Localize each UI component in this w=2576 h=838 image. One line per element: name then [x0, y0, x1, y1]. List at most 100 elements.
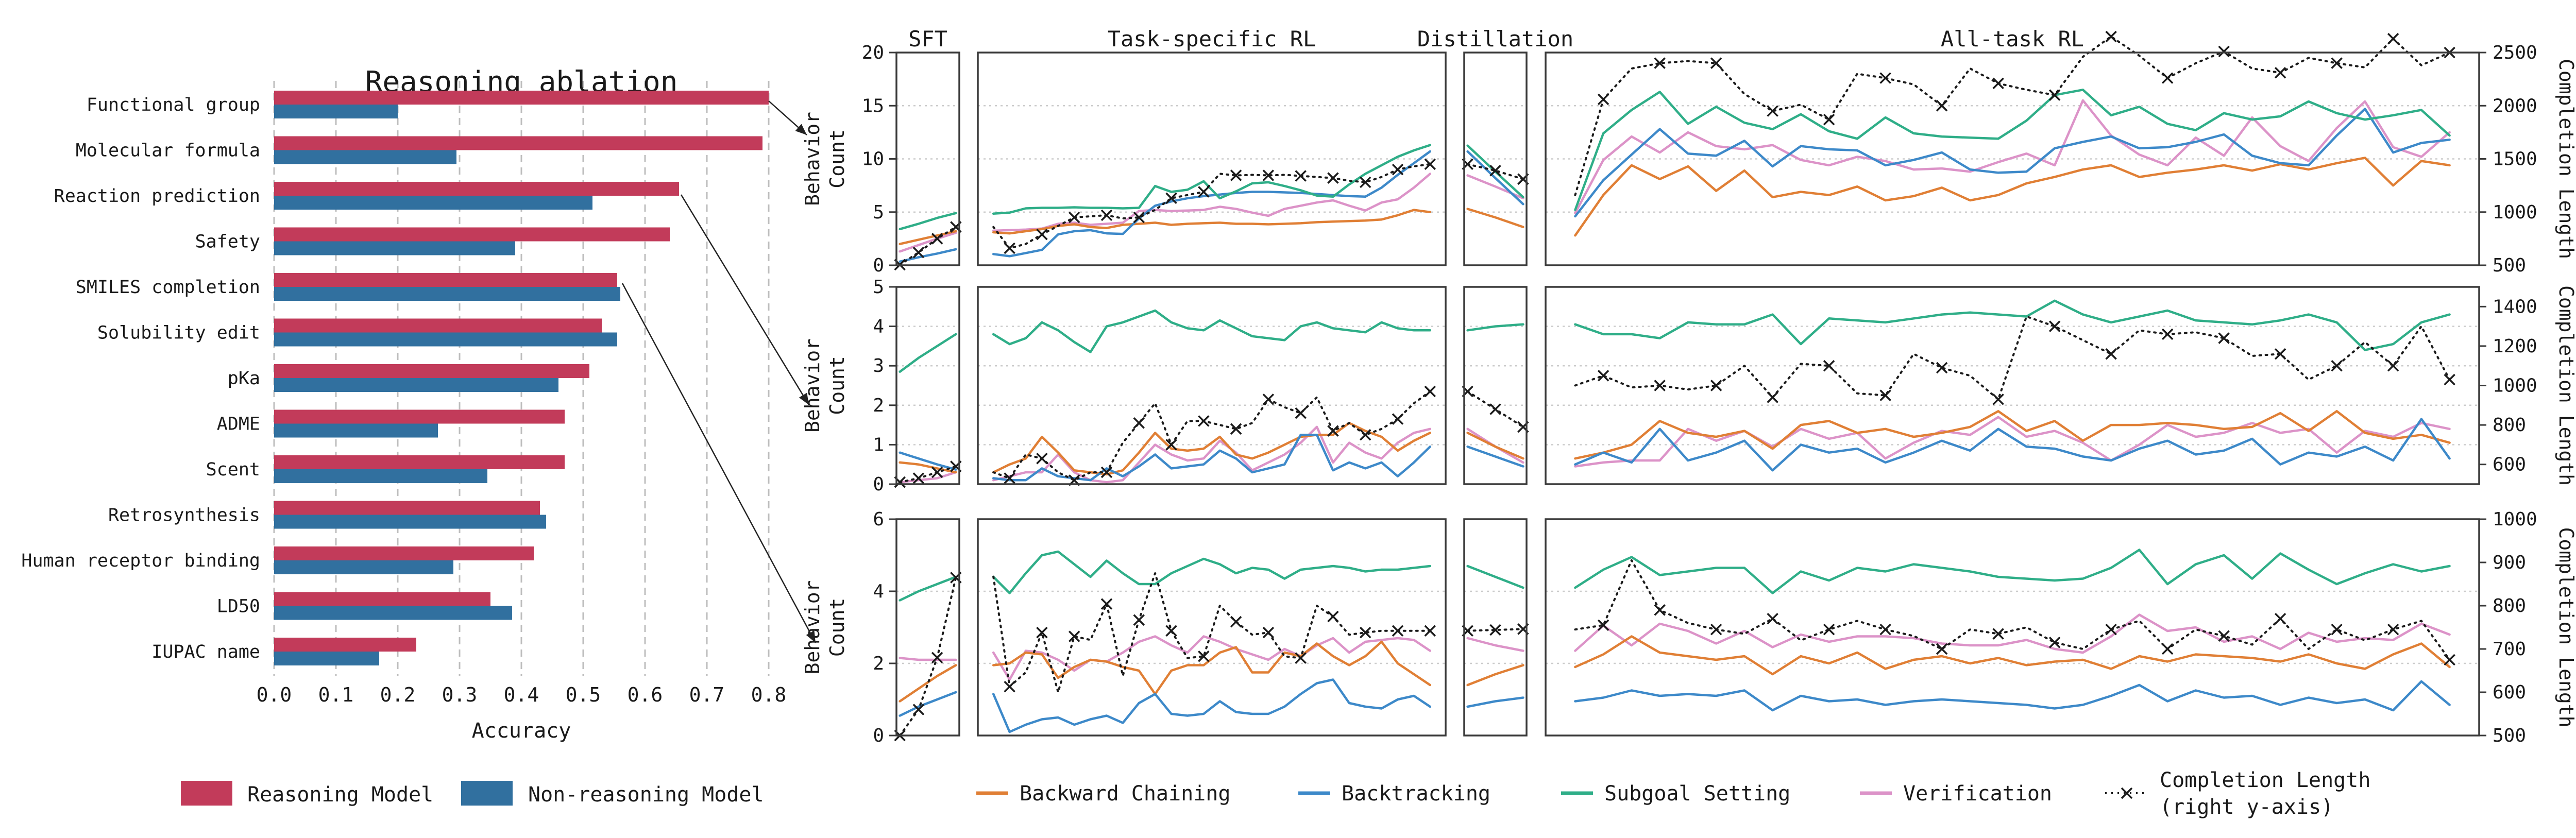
- left-axis-label: Behavior Count: [801, 112, 849, 206]
- completion-length-x-marker: [1936, 100, 1948, 112]
- completion-length-x-marker: [1424, 385, 1436, 398]
- bar-category-label: Scent: [206, 459, 260, 480]
- completion-length-x-marker: [1823, 360, 1835, 372]
- bar-nonreasoning: [274, 469, 487, 483]
- completion-length-x-marker: [2331, 623, 2343, 636]
- completion-length-x-marker: [2161, 643, 2174, 655]
- panel-border: [1545, 52, 2480, 266]
- bar-xtick-label: 0.6: [628, 683, 663, 706]
- panel-border: [1463, 518, 1528, 737]
- right-axis-label: Completion Length: [2555, 59, 2576, 259]
- right-tick-label: 1000: [2493, 202, 2537, 223]
- bar-nonreasoning: [274, 241, 515, 255]
- completion-length-x-marker: [1100, 209, 1113, 221]
- series-verification: [992, 425, 1432, 484]
- panel-title: Distillation: [1417, 26, 1573, 52]
- left-tick-label: 5: [873, 202, 884, 223]
- series-backtracking: [1466, 150, 1524, 206]
- bar-nonreasoning: [274, 105, 398, 118]
- completion-length-x-marker: [1165, 439, 1177, 451]
- completion-length-x-marker: [1230, 423, 1242, 435]
- series-subgoal-setting: [899, 212, 957, 231]
- legend-label: Subgoal Setting: [1604, 782, 1790, 806]
- completion-length-x-marker: [1654, 604, 1666, 616]
- completion-length-x-marker: [931, 466, 943, 478]
- series-backward-chaining: [1466, 664, 1524, 687]
- right-tick-label: 800: [2493, 415, 2526, 436]
- completion-length-x-marker: [1936, 643, 1948, 655]
- bar-xtick-label: 0.7: [689, 683, 725, 706]
- left-axis-label-line1: Behavior: [801, 112, 824, 206]
- series-subgoal-setting: [899, 333, 957, 373]
- bar-reasoning: [274, 318, 602, 333]
- bar-reasoning: [274, 501, 540, 515]
- panel-border: [895, 52, 960, 266]
- completion-length-x-marker: [1165, 192, 1177, 204]
- panel-border: [1545, 518, 2480, 737]
- completion-length-x-marker: [1359, 176, 1371, 189]
- bar-category-label: Solubility edit: [97, 323, 260, 344]
- completion-length-x-marker: [2444, 654, 2455, 666]
- bar-xtick-label: 0.1: [318, 683, 354, 706]
- legend-label: Verification: [1903, 782, 2052, 806]
- panel-border: [1545, 286, 2480, 485]
- annotation-arrow: [680, 194, 810, 405]
- completion-length-x-marker: [1654, 380, 1666, 391]
- completion-length-x-marker: [1165, 625, 1177, 637]
- bar-nonreasoning: [274, 378, 558, 392]
- completion-length-x-marker: [1004, 680, 1015, 693]
- completion-length-x-marker: [1424, 625, 1436, 637]
- completion-length-x-marker: [1879, 72, 1891, 84]
- completion-length-x-marker: [1198, 415, 1210, 427]
- bar-category-label: Human receptor binding: [21, 551, 260, 571]
- series-verification: [899, 657, 957, 661]
- annotation-arrows: [621, 100, 817, 643]
- panel-border: [895, 518, 960, 737]
- completion-length-x-marker: [1597, 619, 1609, 631]
- completion-length-x-marker: [1767, 612, 1778, 625]
- completion-length-x-marker: [2387, 32, 2399, 45]
- series-subgoal-setting: [992, 309, 1432, 353]
- annotation-arrow: [621, 283, 817, 643]
- completion-length-x-marker: [2444, 373, 2455, 386]
- left-tick-label: 0: [873, 255, 884, 276]
- completion-length-x-marker: [2161, 72, 2174, 84]
- bar-reasoning: [274, 182, 679, 196]
- series-backward-chaining: [1574, 635, 2451, 676]
- left-tick-label: 5: [873, 277, 884, 298]
- panel-title: All-task RL: [1941, 26, 2084, 52]
- annotation-arrowhead: [799, 392, 809, 405]
- series-backtracking: [899, 691, 957, 717]
- series-verification: [899, 471, 957, 484]
- left-tick-label: 4: [873, 316, 884, 337]
- legend-label: Completion Length: [2160, 768, 2370, 792]
- completion-length-x-marker: [1004, 242, 1015, 254]
- completion-length-x-marker: [1992, 394, 2004, 405]
- bar-xaxis-label: Accuracy: [472, 719, 571, 743]
- completion-length-x-marker: [1992, 77, 2004, 90]
- left-tick-label: 2: [873, 395, 884, 416]
- right-tick-label: 800: [2493, 595, 2526, 617]
- left-tick-label: 3: [873, 355, 884, 377]
- left-axis-label-line2: Count: [826, 129, 849, 188]
- left-axis-label-line2: Count: [826, 356, 849, 415]
- completion-length-x-marker: [1392, 163, 1404, 176]
- series-backtracking: [1574, 108, 2451, 218]
- completion-length-x-marker: [1100, 598, 1113, 610]
- completion-length-x-marker: [1133, 417, 1145, 429]
- completion-length-x-marker: [1230, 169, 1242, 181]
- series-subgoal-setting: [992, 144, 1432, 215]
- bar-reasoning: [274, 364, 589, 378]
- bar-category-label: ADME: [217, 414, 260, 435]
- bar-category-label: Retrosynthesis: [108, 505, 260, 526]
- right-axis-label-text: Completion Length: [2555, 285, 2576, 486]
- series-verification: [1574, 613, 2451, 654]
- completion-length-x-marker: [2048, 320, 2061, 332]
- completion-length-x-marker: [1597, 93, 1609, 106]
- completion-length-x-marker: [2105, 30, 2117, 43]
- left-tick-label: 0: [873, 474, 884, 495]
- left-tick-label: 15: [862, 95, 884, 116]
- bar-nonreasoning: [274, 196, 592, 210]
